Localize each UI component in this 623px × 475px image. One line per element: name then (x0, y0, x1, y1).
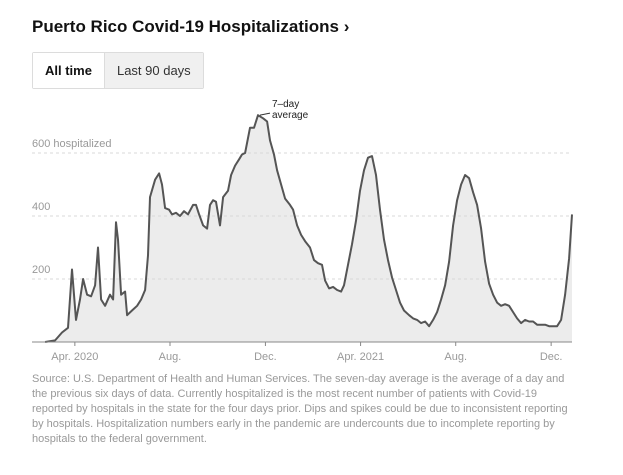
x-tick-label: Dec. (254, 351, 277, 363)
x-tick-label: Apr. 2020 (51, 351, 98, 363)
x-tick-label: Aug. (159, 351, 182, 363)
annotation: 7–day (272, 99, 299, 110)
x-tick-label: Apr. 2021 (337, 351, 384, 363)
annotation-leader (259, 112, 271, 116)
annotation: average (272, 110, 309, 121)
area (45, 115, 573, 342)
x-tick-label: Dec. (540, 351, 563, 363)
range-toggle: All time Last 90 days (32, 52, 204, 89)
source-note: Source: U.S. Department of Health and Hu… (32, 373, 568, 445)
y-tick-label: 400 (32, 201, 50, 213)
y-tick-label: 200 (32, 264, 50, 276)
button-all-time[interactable]: All time (33, 53, 104, 88)
y-tick-label: 600 hospitalized (32, 138, 112, 150)
x-tick-label: Aug. (444, 351, 467, 363)
button-last-90-days[interactable]: Last 90 days (103, 53, 203, 88)
line (44, 114, 573, 343)
title[interactable]: Puerto Rico Covid-19 Hospitalizations › (32, 17, 350, 36)
